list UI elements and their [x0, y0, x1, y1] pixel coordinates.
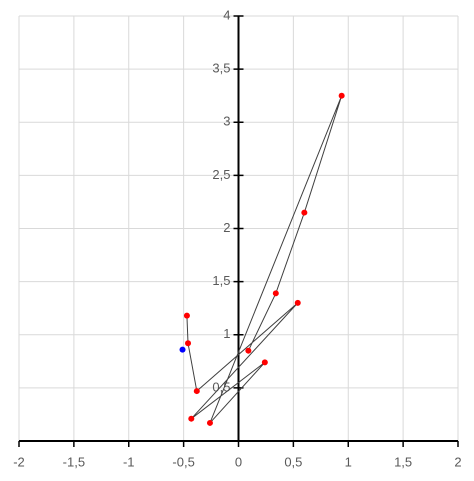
x-tick-label: 1,5 — [394, 454, 412, 469]
point — [261, 359, 268, 366]
point — [193, 388, 200, 395]
y-tick-label: 2 — [223, 220, 230, 235]
y-tick-label: 4 — [223, 7, 230, 22]
point — [294, 299, 301, 306]
point — [272, 290, 279, 297]
x-tick-label: 2 — [454, 454, 461, 469]
point — [245, 347, 252, 354]
y-tick-label: 1 — [223, 326, 230, 341]
x-tick-label: 0,5 — [284, 454, 302, 469]
x-tick-label: 1 — [345, 454, 352, 469]
y-tick-label: 3,5 — [212, 61, 230, 76]
point — [179, 346, 186, 353]
x-tick-label: -0,5 — [172, 454, 194, 469]
y-tick-label: 1,5 — [212, 273, 230, 288]
point — [183, 312, 190, 319]
point — [185, 340, 192, 347]
point — [206, 419, 213, 426]
point — [188, 415, 195, 422]
y-tick-label: 3 — [223, 114, 230, 129]
x-tick-label: 0 — [235, 454, 242, 469]
x-tick-label: -2 — [13, 454, 25, 469]
point — [301, 209, 308, 216]
series-line — [186, 95, 343, 424]
x-tick-label: -1,5 — [63, 454, 85, 469]
x-tick-label: -1 — [123, 454, 135, 469]
point — [338, 92, 345, 99]
y-tick-label: 2,5 — [212, 167, 230, 182]
